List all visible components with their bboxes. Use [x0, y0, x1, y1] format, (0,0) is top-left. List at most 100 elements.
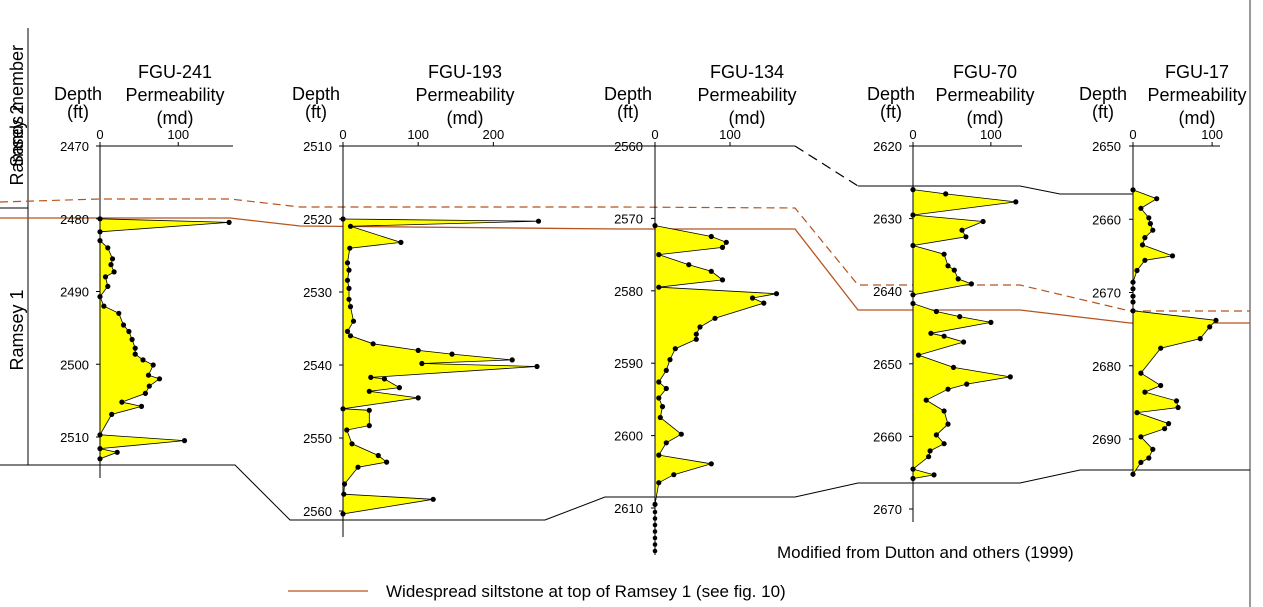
permeability-point	[226, 219, 232, 225]
y-tick-label: 2660	[1092, 212, 1121, 227]
permeability-point	[663, 367, 669, 373]
permeability-point	[697, 324, 703, 330]
permeability-point	[931, 472, 937, 478]
y-tick-label: 2690	[1092, 432, 1121, 447]
permeability-point	[1162, 426, 1168, 432]
permeability-point	[652, 535, 658, 541]
permeability-point	[719, 244, 726, 250]
x-tick-label: 200	[483, 127, 505, 142]
permeability-point	[773, 291, 780, 297]
permeability-point	[396, 385, 402, 391]
x-tick-label: 0	[1129, 127, 1136, 142]
x-tick-label: 100	[167, 127, 189, 142]
permeability-point	[366, 388, 372, 394]
y-tick-label: 2640	[873, 284, 902, 299]
y-tick-label: 2560	[614, 139, 643, 154]
y-tick-label: 2630	[873, 212, 902, 227]
permeability-point	[1138, 434, 1144, 440]
permeability-point	[1139, 242, 1146, 248]
y-tick-label: 2660	[873, 429, 902, 444]
member-column: Sands member Ramsey 2 Ramsey 1	[0, 28, 29, 465]
permeability-point	[1146, 215, 1152, 221]
permeability-point	[1134, 410, 1140, 416]
permeability-point	[1150, 446, 1156, 452]
permeability-point	[1169, 253, 1176, 259]
depth-unit-header: (ft)	[880, 102, 902, 122]
permeability-point	[108, 262, 114, 268]
permeability-point	[656, 395, 662, 401]
permeability-point	[708, 268, 714, 274]
x-tick-label: 100	[407, 127, 429, 142]
track-fgu-17: Depth(ft) FGU-17 Permeability (md) 0 100 2650 2…	[1079, 62, 1247, 477]
permeability-point	[381, 376, 387, 382]
depth-header: Depth	[54, 84, 102, 104]
ramsey2-top-dashed	[794, 145, 859, 187]
permeability-point	[663, 385, 669, 392]
permeability-point	[959, 227, 965, 233]
x-tick-label: 0	[339, 127, 346, 142]
permeability-point	[1213, 317, 1219, 323]
permeability-point	[928, 330, 934, 336]
correlation-lines	[0, 145, 1250, 521]
y-tick-label: 2560	[303, 504, 332, 519]
y-tick-label: 2520	[303, 212, 332, 227]
permeability-point	[933, 432, 940, 438]
depth-unit-header: (ft)	[305, 102, 327, 122]
permeability-point	[344, 328, 351, 334]
permeability-point	[350, 318, 357, 324]
permeability-point	[349, 441, 355, 447]
permeability-point	[964, 381, 970, 387]
y-tick-label: 2550	[303, 431, 332, 446]
permeability-point	[509, 357, 515, 363]
y-tick-label: 2490	[60, 285, 89, 300]
permeability-point	[941, 251, 947, 257]
permeability-point	[534, 363, 540, 370]
depth-header: Depth	[604, 84, 652, 104]
permeability-point	[941, 441, 947, 447]
permeability-point	[693, 331, 699, 337]
depth-unit-header: (ft)	[617, 102, 639, 122]
permeability-point	[961, 339, 967, 345]
y-tick-label: 2650	[1092, 139, 1121, 154]
permeability-point	[652, 509, 658, 515]
y-tick-label: 2670	[1092, 286, 1121, 301]
track-fgu-134: Depth(ft) FGU-134 Permeability (md) 0 100 2560…	[604, 62, 797, 555]
legend: Widespread siltstone at top of Ramsey 1 …	[288, 582, 786, 601]
permeability-fill	[654, 225, 777, 505]
permeability-point	[105, 245, 111, 251]
y-tick-label: 2680	[1092, 359, 1121, 374]
y-tick-label: 2580	[614, 284, 643, 299]
permeability-point	[652, 522, 658, 528]
permeability-point	[712, 315, 718, 321]
track-fgu-241: Depth(ft) FGU-241 Permeability (md) 0 100 2470…	[54, 62, 233, 478]
permeability-point	[415, 395, 421, 401]
well-name: FGU-70	[953, 62, 1017, 82]
y-tick-label: 2610	[614, 501, 643, 516]
permeability-point	[1154, 196, 1160, 202]
permeability-point	[686, 262, 692, 268]
depth-unit-header: (ft)	[1092, 102, 1114, 122]
member-label-ramsey-1: Ramsey 1	[7, 289, 27, 370]
permeability-point	[156, 376, 163, 382]
permeability-point	[719, 277, 726, 283]
member-column-title: Sands member	[7, 45, 27, 167]
permeability-point	[347, 304, 354, 310]
permeability-point	[708, 233, 714, 240]
permeability-point	[1146, 455, 1152, 461]
depth-header: Depth	[1079, 84, 1127, 104]
x-tick-label: 0	[651, 127, 658, 142]
permeability-point	[957, 314, 963, 320]
member-label-ramsey-2: Ramsey 2	[7, 104, 27, 185]
permeability-point	[656, 252, 662, 258]
track-fgu-193: Depth(ft) FGU-193 Permeability (md) 0 100 200 2…	[292, 62, 546, 537]
permeability-point	[672, 346, 678, 352]
permeability-point	[980, 218, 986, 225]
permeability-point	[1173, 398, 1180, 404]
permeability-unit-header: (md)	[1179, 108, 1216, 128]
permeability-point	[945, 421, 951, 427]
permeability-point	[415, 347, 421, 353]
permeability-point	[116, 310, 122, 316]
permeability-point	[140, 357, 146, 363]
permeability-point	[657, 414, 663, 421]
